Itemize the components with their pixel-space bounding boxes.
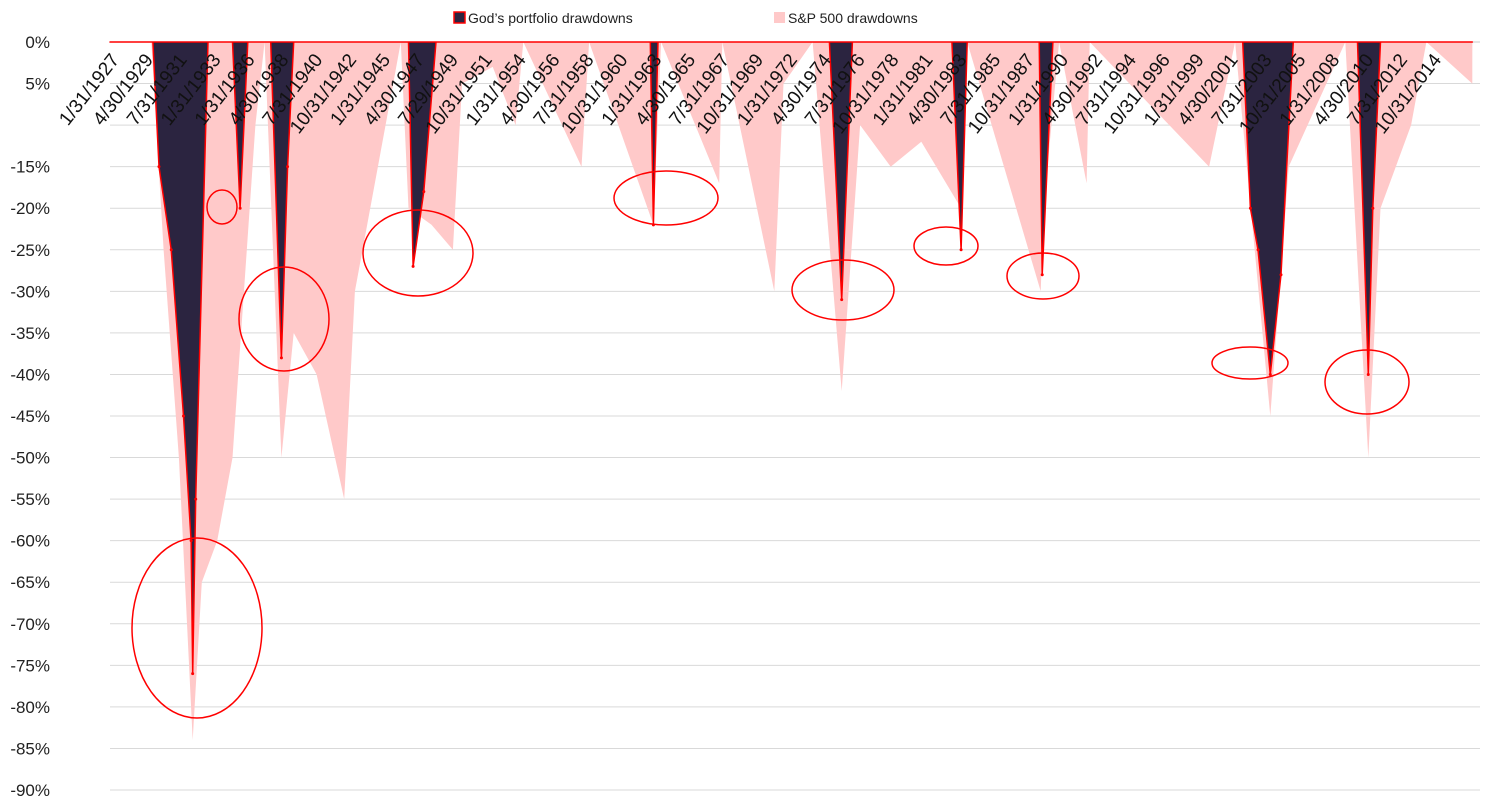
god-point (1279, 273, 1283, 277)
y-tick-label: -20% (10, 199, 50, 218)
y-tick-label: -30% (10, 282, 50, 301)
y-tick-label: -45% (10, 407, 50, 426)
annotation-ellipse (1324, 349, 1410, 415)
y-tick-label: -40% (10, 365, 50, 384)
legend: God’s portfolio drawdowns S&P 500 drawdo… (453, 10, 918, 26)
legend-swatch-god (453, 11, 466, 24)
annotation-ellipse (1006, 252, 1080, 300)
god-point (279, 356, 283, 360)
god-point (959, 248, 963, 252)
legend-label-sp: S&P 500 drawdowns (788, 10, 918, 26)
god-point (411, 264, 415, 268)
god-point (840, 298, 844, 302)
y-tick-label: -75% (10, 656, 50, 675)
god-point (181, 414, 185, 418)
god-point (1268, 372, 1272, 376)
y-tick-label: -90% (10, 781, 50, 800)
y-tick-label: -50% (10, 449, 50, 468)
sp500-drawdown-area (110, 42, 1473, 741)
plot-areas (109, 41, 1474, 741)
legend-item-sp: S&P 500 drawdowns (774, 10, 918, 26)
annotation-ellipse (791, 259, 895, 321)
y-tick-label: 5% (25, 75, 50, 94)
god-point (1256, 248, 1260, 252)
annotation-ellipse (362, 209, 474, 297)
god-point (169, 248, 173, 252)
god-point (422, 190, 426, 194)
y-tick-label: -85% (10, 739, 50, 758)
annotation-ellipse (1211, 346, 1289, 380)
y-tick-label: -80% (10, 698, 50, 717)
y-tick-label: -25% (10, 241, 50, 260)
annotation-ellipse (913, 226, 979, 266)
god-portfolio-drawdown-area (109, 41, 1474, 675)
god-point (194, 497, 198, 501)
y-tick-label: -70% (10, 615, 50, 634)
annotation-ellipse (131, 537, 263, 719)
y-tick-label: -60% (10, 532, 50, 551)
legend-item-god: God’s portfolio drawdowns (453, 10, 633, 26)
annotation-ellipse (206, 189, 238, 225)
god-point (189, 539, 193, 543)
annotation-ellipse (613, 170, 719, 226)
god-point (1040, 273, 1044, 277)
god-point (191, 672, 195, 676)
god-point (1366, 372, 1370, 376)
y-tick-label: 0% (25, 33, 50, 52)
god-point (1248, 206, 1252, 210)
god-point (1371, 206, 1375, 210)
god-point (238, 206, 242, 210)
y-axis: 0% 5% -15% -20% -25% -30% -35% -40% -45% -50% -55%… (10, 33, 50, 800)
y-tick-label: -15% (10, 158, 50, 177)
y-tick-label: -55% (10, 490, 50, 509)
y-tick-label: -65% (10, 573, 50, 592)
god-point (157, 165, 161, 169)
annotation-circles (131, 170, 1410, 719)
god-point (286, 165, 290, 169)
annotation-ellipse (238, 266, 330, 372)
legend-swatch-sp (774, 12, 785, 23)
y-tick-label: -35% (10, 324, 50, 343)
legend-label-god: God’s portfolio drawdowns (468, 10, 633, 26)
x-axis: 1/31/19274/30/19297/31/19311/31/19331/31… (55, 50, 1446, 138)
